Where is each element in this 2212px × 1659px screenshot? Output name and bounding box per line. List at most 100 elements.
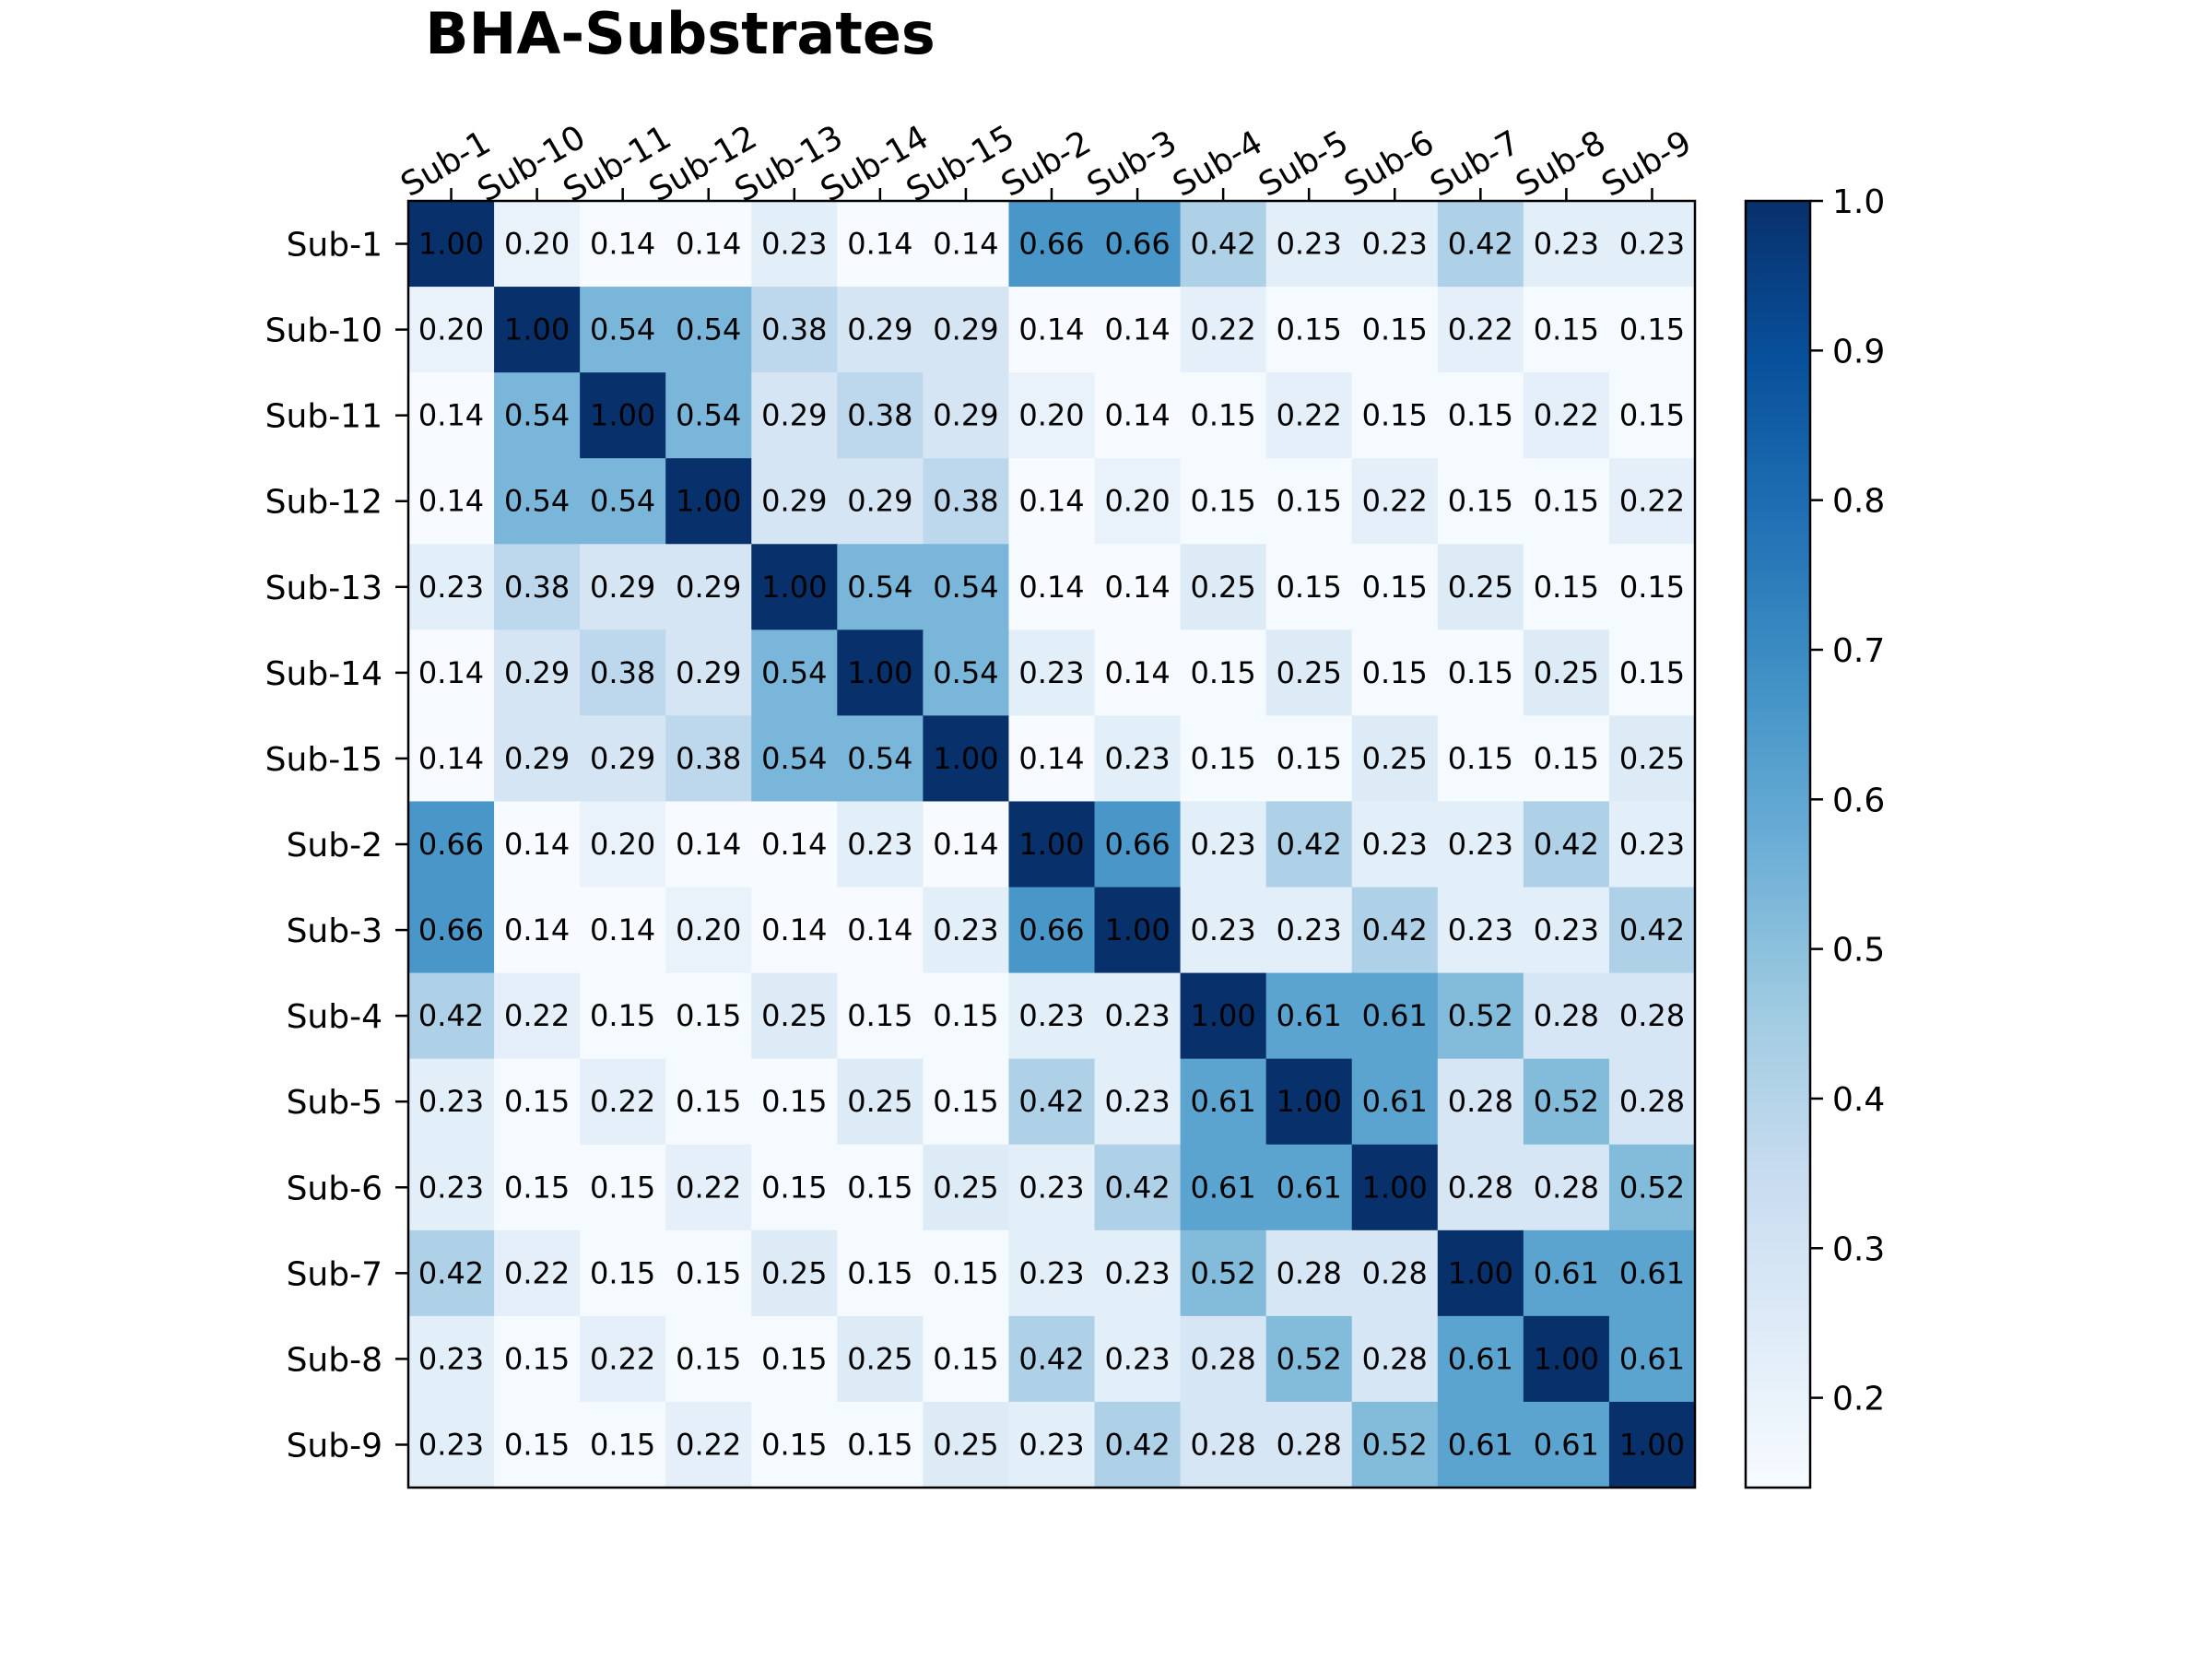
cell-value-label: 0.66	[1104, 827, 1170, 862]
cell-value-label: 0.38	[504, 570, 570, 605]
cell-value-label: 0.23	[1104, 1341, 1170, 1376]
cell-value-label: 0.15	[504, 1427, 570, 1462]
heatmap-cell	[665, 544, 752, 630]
cell-value-label: 0.15	[1534, 312, 1599, 347]
cell-value-label: 0.23	[1277, 227, 1342, 262]
cell-value-label: 0.42	[1104, 1170, 1170, 1205]
cell-value-label: 0.20	[504, 227, 570, 262]
heatmap-cell	[923, 972, 1010, 1060]
cell-value-label: 0.22	[1277, 398, 1342, 433]
cell-value-label: 0.15	[847, 1255, 912, 1290]
heatmap-cell	[494, 887, 581, 974]
cell-value-label: 0.14	[418, 484, 484, 519]
heatmap-cell	[923, 1401, 1010, 1488]
heatmap-cell	[1437, 287, 1524, 373]
cell-value-label: 0.54	[504, 484, 570, 519]
cell-value-label: 0.54	[847, 570, 912, 605]
heatmap-cell	[665, 458, 752, 545]
cell-value-label: 0.61	[1534, 1427, 1599, 1462]
colorbar-tick-label: 0.3	[1832, 1230, 1885, 1268]
cell-value-label: 0.15	[847, 998, 912, 1033]
cell-value-label: 0.25	[1534, 655, 1599, 690]
cell-value-label: 0.14	[676, 227, 741, 262]
heatmap-cell	[1351, 1315, 1439, 1403]
cell-value-label: 0.42	[1018, 1341, 1084, 1376]
heatmap-cell	[1437, 629, 1524, 716]
cell-value-label: 0.23	[1534, 227, 1599, 262]
heatmap-cell	[923, 1230, 1010, 1317]
cell-value-label: 0.23	[418, 1084, 484, 1119]
cell-value-label: 0.42	[1448, 227, 1513, 262]
cell-value-label: 0.25	[933, 1170, 998, 1205]
cell-value-label: 0.23	[418, 1341, 484, 1376]
heatmap-cell	[1523, 1144, 1610, 1231]
cell-value-label: 0.54	[933, 570, 998, 605]
cell-value-label: 0.15	[504, 1170, 570, 1205]
cell-value-label: 0.42	[1534, 827, 1599, 862]
heatmap-cell	[1351, 1058, 1439, 1146]
heatmap-cell	[751, 1058, 838, 1146]
cell-value-label: 1.00	[1362, 1170, 1428, 1205]
heatmap-cell	[494, 458, 581, 545]
cell-value-label: 0.25	[847, 1084, 912, 1119]
heatmap-cell	[923, 201, 1010, 288]
cell-value-label: 0.28	[1448, 1084, 1513, 1119]
cell-value-label: 0.22	[1191, 312, 1256, 347]
cell-value-label: 0.42	[1619, 912, 1685, 947]
cell-value-label: 0.15	[1277, 741, 1342, 776]
heatmap-cell	[1180, 715, 1267, 803]
heatmap-cell	[1523, 1315, 1610, 1403]
heatmap-cell	[837, 1315, 924, 1403]
heatmap-cell	[665, 629, 752, 716]
heatmap-cell	[1608, 1230, 1696, 1317]
heatmap-cell	[1180, 287, 1267, 373]
heatmap-cell	[1094, 372, 1182, 459]
cell-value-label: 0.14	[1104, 312, 1170, 347]
cell-value-label: 0.15	[1619, 398, 1685, 433]
heatmap-cell	[1008, 458, 1096, 545]
cell-value-label: 0.15	[1191, 741, 1256, 776]
cell-value-label: 0.28	[1362, 1255, 1428, 1290]
cell-value-label: 0.23	[418, 1170, 484, 1205]
heatmap-cell	[923, 715, 1010, 803]
y-tick-label: Sub-9	[287, 1427, 382, 1465]
cell-value-label: 0.25	[933, 1427, 998, 1462]
heatmap-cell	[751, 201, 838, 288]
cell-value-label: 0.54	[590, 484, 655, 519]
cell-value-label: 0.66	[1104, 227, 1170, 262]
heatmap-cell	[580, 544, 666, 630]
heatmap-cell	[1351, 458, 1439, 545]
heatmap-cell	[1437, 801, 1524, 888]
cell-value-label: 0.15	[1619, 312, 1685, 347]
heatmap-cell	[580, 1230, 666, 1317]
heatmap-cell	[408, 544, 495, 630]
cell-value-label: 0.54	[847, 741, 912, 776]
cell-value-label: 0.23	[1619, 227, 1685, 262]
heatmap-cell	[1437, 458, 1524, 545]
heatmap-cell	[580, 1315, 666, 1403]
heatmap-cell	[408, 887, 495, 974]
heatmap-cell	[1608, 1315, 1696, 1403]
cell-value-label: 0.54	[933, 655, 998, 690]
cell-value-label: 0.15	[761, 1084, 827, 1119]
heatmap-cell	[665, 972, 752, 1060]
colorbar-tick-label: 0.5	[1832, 932, 1885, 970]
cell-value-label: 0.14	[1018, 570, 1084, 605]
cell-value-label: 0.15	[504, 1084, 570, 1119]
cell-value-label: 0.28	[1277, 1255, 1342, 1290]
heatmap-cell	[1523, 287, 1610, 373]
heatmap-cell	[1608, 544, 1696, 630]
heatmap-cell	[1351, 372, 1439, 459]
heatmap-cell	[1008, 629, 1096, 716]
heatmap-cell	[1094, 801, 1182, 888]
heatmap-cell	[1180, 1401, 1267, 1488]
cell-value-label: 0.20	[676, 912, 741, 947]
cell-value-label: 0.29	[590, 741, 655, 776]
heatmap-cell	[1608, 287, 1696, 373]
heatmap-cell	[923, 287, 1010, 373]
heatmap-cell	[1608, 972, 1696, 1060]
cell-value-label: 0.23	[1191, 827, 1256, 862]
x-tick-label: Sub-5	[1253, 124, 1355, 205]
heatmap-cell	[1008, 887, 1096, 974]
heatmap-cell	[494, 201, 581, 288]
